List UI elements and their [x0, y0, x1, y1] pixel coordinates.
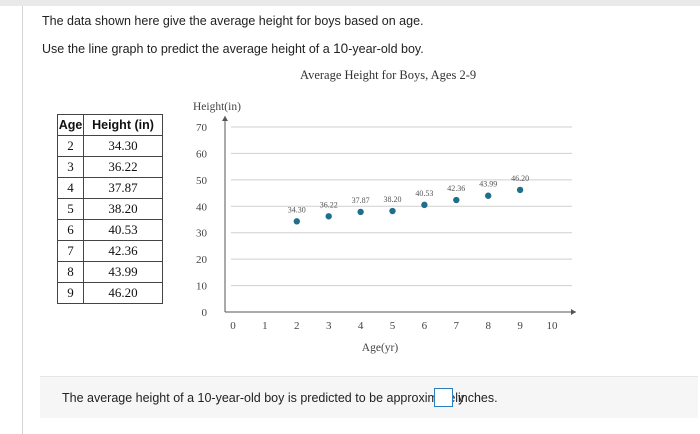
- data-label: 40.53: [415, 189, 433, 198]
- table-row: 6 40.53: [57, 219, 163, 241]
- answer-unit: inches.: [458, 391, 498, 405]
- x-tick-label: 9: [517, 320, 523, 332]
- x-axis-arrow: [571, 309, 576, 315]
- data-label: 46.20: [511, 174, 529, 183]
- data-point: [325, 213, 332, 220]
- question-line-1: The data shown here give the average hei…: [42, 14, 424, 28]
- y-tick-label: 50: [196, 175, 208, 187]
- x-tick-label: 10: [547, 320, 559, 332]
- x-tick-label: 7: [454, 320, 460, 332]
- data-point: [357, 208, 364, 216]
- y-tick-label: 0: [202, 307, 208, 319]
- table-row: 2 34.30: [57, 135, 163, 157]
- x-tick-label: 2: [294, 320, 300, 332]
- x-axis-label: Age(yr): [362, 342, 399, 354]
- data-label: 38.20: [384, 195, 402, 204]
- data-point: [485, 192, 492, 199]
- age-height-table: Age Height (in) 2 34.30 3 36.22 4 37.87 5 38…: [57, 114, 163, 304]
- table-cell-height: 37.87: [83, 177, 163, 199]
- data-label: 37.87: [352, 196, 370, 205]
- data-point: [516, 186, 524, 194]
- table-cell-height: 43.99: [83, 261, 163, 283]
- y-tick-label: 70: [196, 122, 208, 134]
- data-label: 34.30: [288, 205, 306, 214]
- y-tick-label: 10: [196, 281, 208, 293]
- data-point: [421, 201, 428, 209]
- x-tick-label: 4: [358, 320, 364, 332]
- table-cell-height: 46.20: [83, 282, 163, 304]
- y-tick-label: 20: [196, 254, 208, 266]
- x-tick-label: 5: [390, 320, 396, 332]
- answer-input[interactable]: [434, 388, 453, 407]
- table-row: 4 37.87: [57, 177, 163, 199]
- table-cell-height: 34.30: [83, 135, 163, 157]
- y-tick-label: 40: [196, 201, 208, 213]
- x-tick-label: 0: [230, 320, 236, 332]
- question-line-2-number: 10: [333, 41, 349, 56]
- answer-prompt: The average height of a 10-year-old boy …: [62, 391, 465, 405]
- question-line-2: Use the line graph to predict the averag…: [42, 41, 424, 56]
- x-tick-label: 1: [262, 320, 268, 332]
- answer-row: The average height of a 10-year-old boy …: [40, 376, 698, 418]
- chart-title: Average Height for Boys, Ages 2-9: [300, 68, 477, 82]
- data-label: 42.36: [447, 184, 465, 193]
- table-row: 9 46.20: [57, 282, 163, 304]
- top-strip: [0, 0, 700, 6]
- y-tick-label: 60: [196, 148, 208, 160]
- data-point: [389, 207, 396, 215]
- question-line-2-pre: Use the line graph to predict the averag…: [42, 42, 334, 56]
- data-label: 36.22: [320, 200, 338, 209]
- data-point: [293, 218, 300, 225]
- table-row: 7 42.36: [57, 240, 163, 262]
- y-axis-label: Height(in): [193, 101, 241, 113]
- question-line-2-post: -year-old boy.: [348, 42, 424, 56]
- data-point: [453, 196, 460, 204]
- data-label: 43.99: [479, 180, 497, 189]
- x-tick-label: 6: [422, 320, 428, 332]
- table-cell-height: 40.53: [83, 219, 163, 241]
- y-tick-label: 30: [196, 228, 208, 240]
- x-tick-label: 3: [326, 320, 332, 332]
- x-tick-label: 8: [485, 320, 491, 332]
- y-axis-arrow: [222, 116, 228, 121]
